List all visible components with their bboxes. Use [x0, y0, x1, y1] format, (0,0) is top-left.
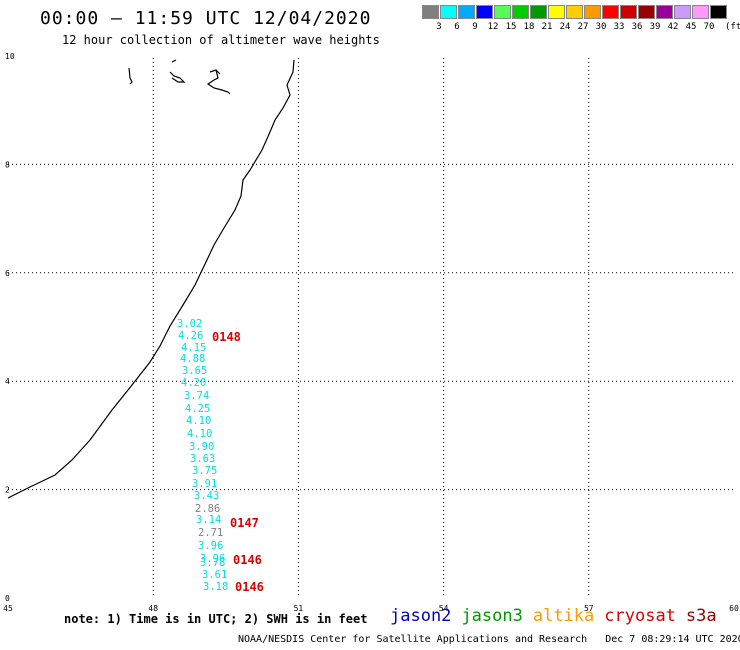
legend-swatch — [548, 5, 565, 19]
pass-number-label: 0146 — [235, 580, 264, 594]
swh-observation: 3.65 — [182, 365, 207, 377]
legend-swatch — [602, 5, 619, 19]
swh-observation: 3.18 — [203, 581, 228, 593]
legend-label: 27 — [577, 22, 589, 32]
legend-swatch — [692, 5, 709, 19]
swh-observation: 4.20 — [181, 377, 206, 389]
legend-swatch — [620, 5, 637, 19]
x-tick-label: 60 — [729, 604, 739, 613]
observation-labels: 3.024.264.154.883.654.203.744.254.104.10… — [177, 318, 228, 593]
swh-observation: 4.25 — [185, 403, 210, 415]
legend-label: 45 — [685, 22, 697, 32]
y-tick-label: 8 — [5, 160, 10, 169]
satellite-name: s3a — [685, 606, 717, 626]
legend-label: 12 — [487, 22, 499, 32]
swh-observation: 4.26 — [178, 330, 203, 342]
swh-observation: 3.61 — [202, 569, 227, 581]
map-subtitle: 12 hour collection of altimeter wave hei… — [62, 33, 380, 47]
satellite-name: cryosat — [604, 606, 676, 626]
swh-observation: 2.86 — [195, 503, 220, 515]
legend-label: 39 — [649, 22, 661, 32]
satellite-name: altika — [532, 606, 595, 626]
credit-text: NOAA/NESDIS Center for Satellite Applica… — [238, 634, 588, 645]
pass-number-label: 0148 — [212, 330, 241, 344]
coastline — [7, 59, 295, 499]
swh-observation: 2.71 — [198, 527, 223, 539]
y-tick-label: 4 — [5, 377, 10, 386]
island-shape — [169, 59, 186, 83]
y-tick-label: 0 — [5, 594, 10, 603]
axis-tick-labels: 45 48 51 54 57 60 0 2 4 6 8 10 — [3, 52, 739, 613]
legend-swatch — [476, 5, 493, 19]
legend-label: 70 — [703, 22, 715, 32]
grid-lines — [8, 58, 734, 598]
swh-observation: 3.78 — [200, 557, 225, 569]
x-tick-label: 48 — [148, 604, 158, 613]
x-tick-label: 57 — [584, 604, 594, 613]
swh-observation: 3.63 — [190, 453, 215, 465]
legend-label: 9 — [472, 22, 478, 32]
legend-label: 30 — [595, 22, 607, 32]
pass-number-label: 0147 — [230, 516, 259, 530]
credit-line: NOAA/NESDIS Center for Satellite Applica… — [238, 634, 740, 645]
swh-observation: 3.75 — [192, 465, 217, 477]
y-tick-label: 2 — [5, 486, 10, 495]
legend-label: 24 — [559, 22, 571, 32]
swh-observation: 4.15 — [181, 342, 206, 354]
legend-label: 15 — [505, 22, 517, 32]
legend-swatch — [656, 5, 673, 19]
legend-label: 18 — [523, 22, 535, 32]
swh-observation: 3.43 — [194, 490, 219, 502]
swh-observation: 3.96 — [198, 540, 223, 552]
legend-label: 6 — [454, 22, 460, 32]
x-tick-label: 51 — [294, 604, 304, 613]
x-tick-label: 45 — [3, 604, 13, 613]
island-shape — [128, 67, 133, 85]
timestamp: Dec 7 08:29:14 UTC 2020 — [605, 634, 740, 645]
legend-swatch — [584, 5, 601, 19]
legend-swatch — [566, 5, 583, 19]
legend-swatch — [638, 5, 655, 19]
y-tick-label: 6 — [5, 269, 10, 278]
swh-observation: 3.14 — [196, 514, 221, 526]
island-shape — [206, 69, 231, 95]
legend-label: 21 — [541, 22, 553, 32]
coastline-path — [7, 59, 295, 499]
swh-observation: 4.88 — [180, 353, 205, 365]
legend-swatch — [494, 5, 511, 19]
pass-number-label: 0146 — [233, 553, 262, 567]
legend-swatch — [710, 5, 727, 19]
swh-observation: 3.91 — [192, 478, 217, 490]
legend-swatch — [440, 5, 457, 19]
legend-label: 36 — [631, 22, 643, 32]
legend-swatch — [530, 5, 547, 19]
legend-swatch — [458, 5, 475, 19]
satellite-name: jason2 — [390, 606, 452, 626]
swh-observation: 4.10 — [187, 428, 212, 440]
satellite-name: jason3 — [461, 606, 523, 626]
swh-observation: 3.96 — [200, 553, 225, 565]
pass-labels: 0148 0147 0146 0146 — [212, 330, 264, 594]
legend-swatch — [512, 5, 529, 19]
map-title: 00:00 — 11:59 UTC 12/04/2020 — [40, 8, 372, 29]
legend-label: 33 — [613, 22, 625, 32]
legend-unit: (ft) — [725, 22, 740, 32]
y-tick-label: 10 — [5, 52, 15, 61]
swh-observation: 3.74 — [184, 390, 209, 402]
legend-label: 3 — [436, 22, 442, 32]
x-tick-label: 54 — [439, 604, 449, 613]
swh-observation: 4.10 — [186, 415, 211, 427]
legend-swatch — [674, 5, 691, 19]
legend-swatch — [422, 5, 439, 19]
legend-label: 42 — [667, 22, 679, 32]
satellite-legend: jason2 jason3 altika cryosat s3a — [390, 606, 727, 626]
footer-note: note: 1) Time is in UTC; 2) SWH is in fe… — [64, 612, 368, 626]
swh-observation: 3.90 — [189, 441, 214, 453]
swh-observation: 3.02 — [177, 318, 202, 330]
